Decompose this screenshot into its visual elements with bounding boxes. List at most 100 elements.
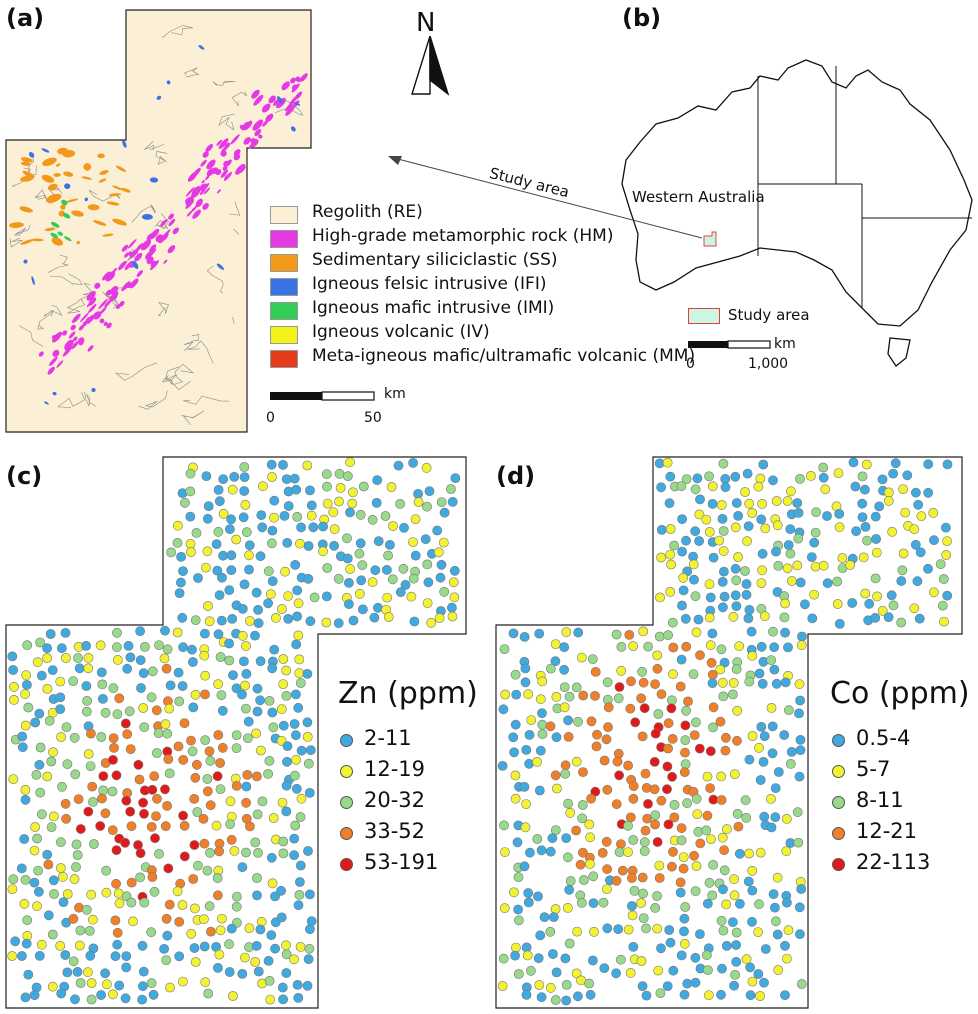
sample-point bbox=[179, 497, 190, 508]
sample-point bbox=[590, 667, 601, 677]
sample-point bbox=[203, 988, 214, 999]
sample-point bbox=[322, 563, 333, 573]
sample-point bbox=[655, 592, 665, 603]
sample-point bbox=[199, 838, 210, 849]
sample-point bbox=[652, 923, 663, 934]
sample-point bbox=[255, 745, 266, 756]
sample-point bbox=[755, 473, 766, 484]
sample-point bbox=[112, 642, 122, 653]
sample-point bbox=[535, 745, 546, 756]
sample-point bbox=[239, 462, 250, 472]
sample-point bbox=[636, 956, 647, 966]
sample-point bbox=[793, 837, 804, 848]
sample-point bbox=[782, 563, 793, 574]
sample-point bbox=[510, 719, 521, 730]
sample-point bbox=[656, 689, 667, 699]
sample-point bbox=[101, 865, 111, 876]
sample-point bbox=[278, 459, 288, 470]
sample-point bbox=[83, 749, 94, 759]
sample-point bbox=[746, 626, 757, 637]
sample-point bbox=[421, 462, 432, 473]
sample-point bbox=[95, 821, 106, 831]
sample-point bbox=[753, 481, 764, 492]
sample-point bbox=[545, 846, 556, 857]
sample-point bbox=[291, 639, 302, 650]
sample-point bbox=[55, 676, 66, 687]
sample-point bbox=[255, 656, 266, 667]
sample-point bbox=[534, 628, 545, 639]
sample-point bbox=[212, 963, 223, 973]
sample-point bbox=[728, 689, 738, 700]
sample-point bbox=[57, 643, 67, 654]
sample-point bbox=[395, 587, 406, 597]
sample-point bbox=[178, 755, 189, 765]
sample-point bbox=[704, 579, 715, 589]
sample-point bbox=[914, 613, 925, 624]
sample-point bbox=[165, 982, 175, 993]
sample-point bbox=[627, 873, 637, 883]
sample-point bbox=[289, 770, 300, 781]
sample-point bbox=[138, 703, 149, 713]
sample-point bbox=[740, 487, 750, 497]
co-legend-label: 0.5-4 bbox=[856, 726, 911, 750]
sample-point bbox=[690, 526, 701, 537]
sample-point bbox=[135, 848, 146, 859]
sample-point bbox=[870, 511, 881, 522]
sample-point bbox=[426, 617, 437, 628]
sample-point bbox=[137, 994, 147, 1005]
sample-point bbox=[680, 613, 691, 624]
sample-point bbox=[147, 784, 158, 795]
sample-point bbox=[741, 579, 752, 589]
sample-point bbox=[772, 872, 783, 883]
sample-point bbox=[70, 769, 81, 780]
sample-point bbox=[691, 627, 702, 638]
sample-point bbox=[795, 735, 806, 745]
sample-point bbox=[112, 655, 123, 665]
sample-point bbox=[163, 754, 174, 765]
sample-point bbox=[786, 747, 797, 757]
sample-point bbox=[665, 549, 676, 560]
sample-point bbox=[33, 865, 43, 876]
sample-point bbox=[743, 613, 754, 624]
sample-point bbox=[357, 560, 368, 571]
sample-point bbox=[690, 484, 701, 495]
sample-point bbox=[768, 626, 778, 637]
sample-point bbox=[293, 900, 304, 910]
sample-point bbox=[226, 923, 237, 934]
sample-point bbox=[413, 497, 424, 507]
sample-point bbox=[60, 628, 71, 638]
sample-point bbox=[334, 496, 344, 507]
sample-point bbox=[860, 484, 870, 495]
sample-point bbox=[675, 681, 686, 692]
sample-point bbox=[898, 548, 909, 559]
sample-point bbox=[256, 510, 267, 520]
sample-point bbox=[211, 820, 222, 831]
sample-point bbox=[656, 552, 666, 563]
sample-point bbox=[160, 784, 170, 795]
sample-point bbox=[744, 605, 755, 615]
sample-point bbox=[534, 980, 545, 990]
sample-point bbox=[126, 877, 137, 888]
sample-point bbox=[55, 704, 66, 714]
sample-point bbox=[224, 524, 235, 534]
sample-point bbox=[779, 612, 790, 623]
sample-point bbox=[703, 965, 713, 975]
sample-point bbox=[84, 926, 95, 936]
sample-point bbox=[71, 839, 82, 850]
sample-point bbox=[231, 730, 242, 740]
sample-point bbox=[292, 611, 302, 622]
sample-point bbox=[73, 794, 84, 804]
sample-point bbox=[126, 897, 137, 908]
sample-point bbox=[601, 836, 612, 847]
sample-point bbox=[662, 784, 672, 795]
sample-point bbox=[735, 898, 745, 909]
sample-point bbox=[585, 832, 595, 843]
sample-point bbox=[29, 845, 40, 856]
sample-point bbox=[270, 891, 280, 902]
sample-point bbox=[225, 796, 236, 807]
sample-point bbox=[571, 968, 582, 979]
sample-point bbox=[747, 976, 758, 987]
sample-point bbox=[420, 534, 431, 544]
sample-point bbox=[268, 722, 279, 733]
sample-point bbox=[202, 865, 213, 876]
